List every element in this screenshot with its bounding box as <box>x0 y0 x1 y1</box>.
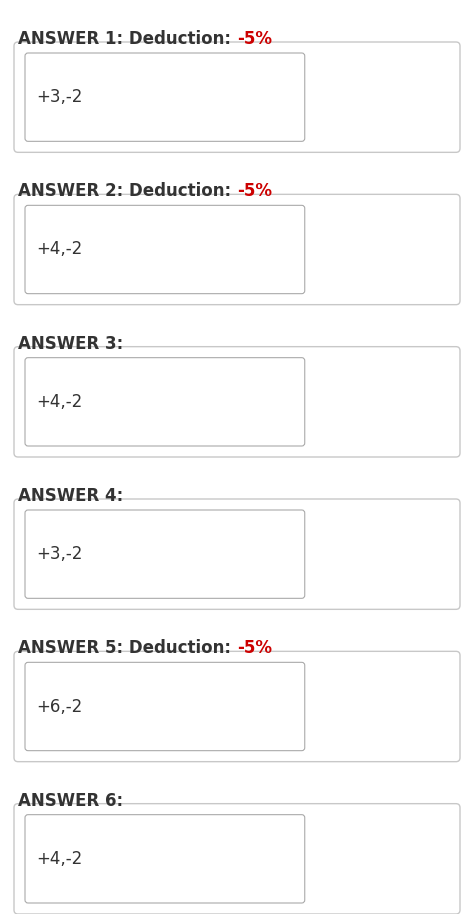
Text: ANSWER 3:: ANSWER 3: <box>18 335 123 353</box>
Text: +6,-2: +6,-2 <box>36 697 82 716</box>
Text: +3,-2: +3,-2 <box>36 545 82 563</box>
FancyBboxPatch shape <box>25 814 305 903</box>
FancyBboxPatch shape <box>14 652 460 761</box>
FancyBboxPatch shape <box>25 53 305 142</box>
Text: ANSWER 2: Deduction:: ANSWER 2: Deduction: <box>18 182 237 200</box>
FancyBboxPatch shape <box>14 499 460 610</box>
FancyBboxPatch shape <box>14 346 460 457</box>
Text: ANSWER 4:: ANSWER 4: <box>18 487 123 505</box>
Text: ANSWER 1: Deduction:: ANSWER 1: Deduction: <box>18 30 237 48</box>
Text: +4,-2: +4,-2 <box>36 393 82 410</box>
FancyBboxPatch shape <box>14 803 460 914</box>
Text: ANSWER 5: Deduction:: ANSWER 5: Deduction: <box>18 639 237 657</box>
Text: +4,-2: +4,-2 <box>36 240 82 259</box>
Text: ANSWER 6:: ANSWER 6: <box>18 792 123 810</box>
Text: -5%: -5% <box>237 639 272 657</box>
FancyBboxPatch shape <box>25 206 305 293</box>
FancyBboxPatch shape <box>25 510 305 599</box>
FancyBboxPatch shape <box>14 42 460 153</box>
FancyBboxPatch shape <box>25 357 305 446</box>
Text: +3,-2: +3,-2 <box>36 88 82 106</box>
Text: +4,-2: +4,-2 <box>36 850 82 867</box>
FancyBboxPatch shape <box>25 663 305 750</box>
Text: -5%: -5% <box>237 182 272 200</box>
FancyBboxPatch shape <box>14 195 460 304</box>
Text: -5%: -5% <box>237 30 272 48</box>
